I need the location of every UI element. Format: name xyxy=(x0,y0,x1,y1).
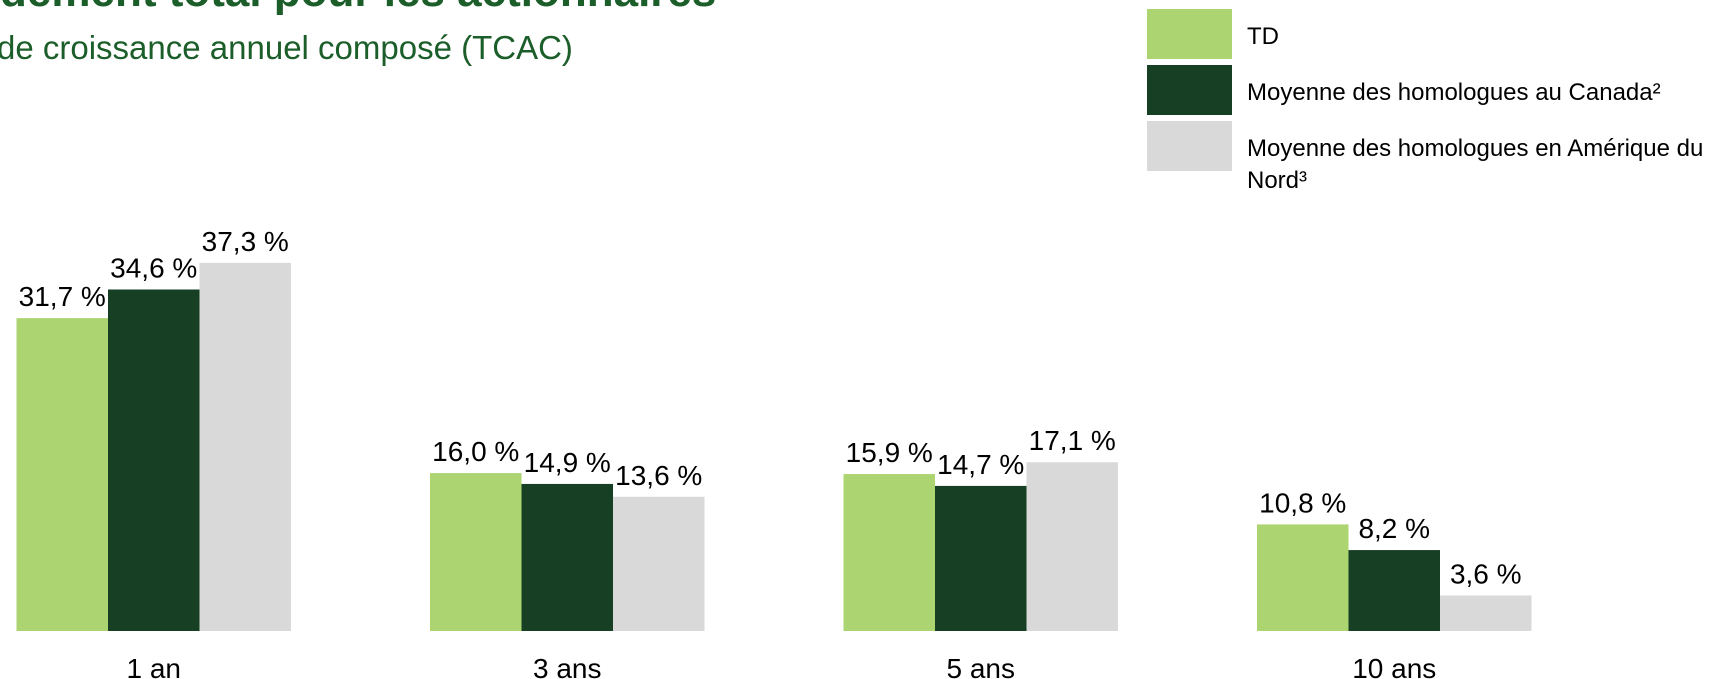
legend: TD Moyenne des homologues au Canada² Moyen… xyxy=(1147,9,1720,194)
chart-title: dement total pour les actionnaires xyxy=(0,0,716,16)
value-label: 13,6 % xyxy=(615,460,702,491)
value-label: 14,7 % xyxy=(937,449,1024,480)
bar xyxy=(521,483,613,631)
bar xyxy=(843,474,935,631)
bar xyxy=(1440,595,1532,631)
legend-swatch xyxy=(1147,65,1232,115)
legend-swatch xyxy=(1147,9,1232,59)
value-label: 31,7 % xyxy=(19,281,106,312)
bar xyxy=(16,318,108,631)
bar xyxy=(1257,524,1349,631)
value-label: 3,6 % xyxy=(1450,558,1522,589)
legend-item: Moyenne des homologues au Canada² xyxy=(1147,65,1720,121)
legend-swatch xyxy=(1147,121,1232,171)
x-tick-label: 1 an xyxy=(127,653,182,679)
legend-label: Moyenne des homologues en Amérique du No… xyxy=(1247,135,1704,194)
bar xyxy=(613,496,705,631)
chart-subtitle: de croissance annuel composé (TCAC) xyxy=(0,29,573,66)
x-tick-label: 10 ans xyxy=(1352,653,1436,679)
value-label: 16,0 % xyxy=(432,436,519,467)
x-tick-label: 3 ans xyxy=(533,653,602,679)
value-label: 15,9 % xyxy=(846,437,933,468)
value-label: 14,9 % xyxy=(524,447,611,478)
bar xyxy=(935,485,1027,631)
bar xyxy=(199,262,291,631)
value-label: 8,2 % xyxy=(1358,513,1430,544)
bar xyxy=(108,289,200,631)
legend-item: TD xyxy=(1147,9,1720,65)
bar xyxy=(1348,550,1440,631)
legend-label: Moyenne des homologues au Canada² xyxy=(1247,79,1661,106)
bar xyxy=(1026,462,1118,631)
value-label: 34,6 % xyxy=(110,252,197,283)
x-tick-label: 5 ans xyxy=(947,653,1016,679)
value-label: 17,1 % xyxy=(1029,425,1116,456)
legend-label: TD xyxy=(1247,23,1279,50)
bar xyxy=(430,473,522,631)
value-label: 37,3 % xyxy=(202,226,289,257)
value-label: 10,8 % xyxy=(1259,487,1346,518)
legend-item: Moyenne des homologues en Amérique du No… xyxy=(1147,121,1720,194)
